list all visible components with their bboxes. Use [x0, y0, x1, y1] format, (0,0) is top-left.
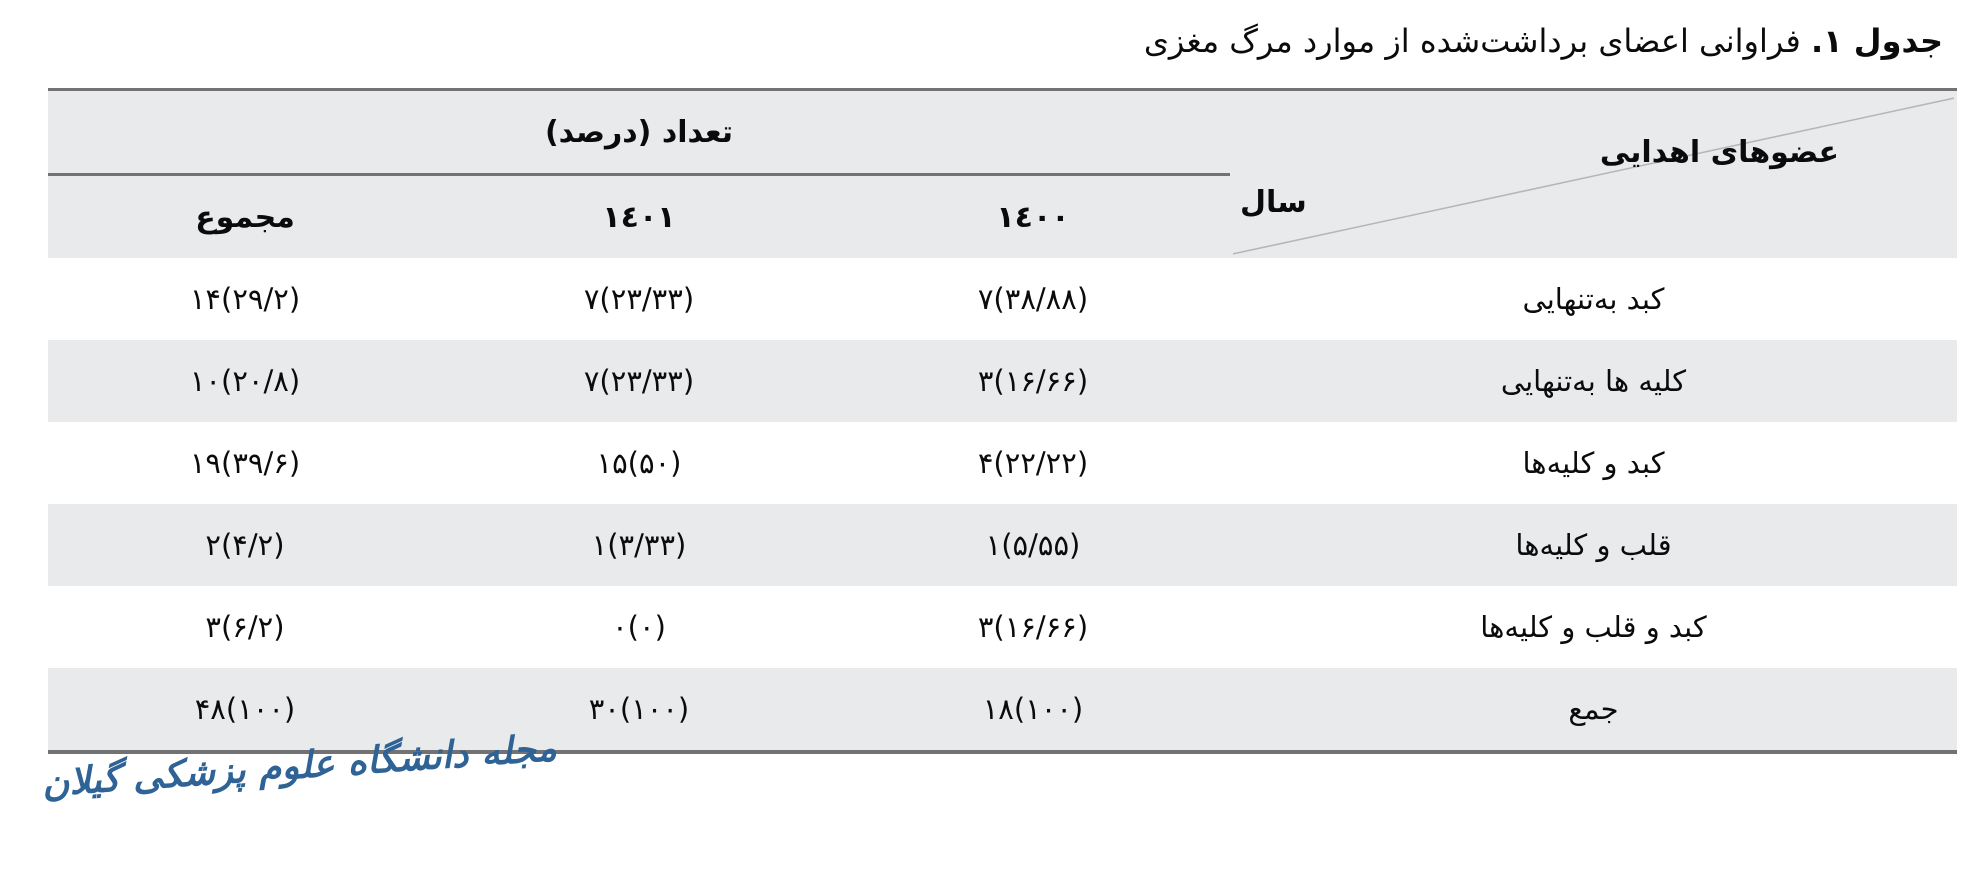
- corner-header-cell: عضوهای اهدایی سال: [1230, 89, 1957, 258]
- table-row: کبد و قلب و کلیه‌ها ۳(۱۶/۶۶) ۰(۰) ۳(۶/۲): [48, 586, 1957, 668]
- cell-total: ۳(۶/۲): [48, 586, 442, 668]
- cell-1400: ۱۸(۱۰۰): [836, 668, 1230, 752]
- table-row: قلب و کلیه‌ها ۱(۵/۵۵) ۱(۳/۳۳) ۲(۴/۲): [48, 504, 1957, 586]
- col-header-1401: ١٤٠١: [442, 174, 836, 258]
- table-caption: جدول ۱. فراوانی اعضای برداشت‌شده از موار…: [1144, 22, 1943, 60]
- cell-1401: ۱۵(۵۰): [442, 422, 836, 504]
- table-row: کبد به‌تنهایی ۷(۳۸/۸۸) ۷(۲۳/۳۳) ۱۴(۲۹/۲): [48, 258, 1957, 340]
- table-row-total: جمع ۱۸(۱۰۰) ۳۰(۱۰۰) ۴۸(۱۰۰): [48, 668, 1957, 752]
- corner-rows-label: عضوهای اهدایی: [1599, 135, 1839, 170]
- cell-1401: ۷(۲۳/۳۳): [442, 258, 836, 340]
- col-header-1400: ١٤٠٠: [836, 174, 1230, 258]
- cell-1401: ۱(۳/۳۳): [442, 504, 836, 586]
- cell-total: ۱۰(۲۰/۸): [48, 340, 442, 422]
- cell-total: ۲(۴/۲): [48, 504, 442, 586]
- row-label: قلب و کلیه‌ها: [1230, 504, 1957, 586]
- cell-total: ۴۸(۱۰۰): [48, 668, 442, 752]
- row-label: جمع: [1230, 668, 1957, 752]
- frequency-table-container: عضوهای اهدایی سال تعداد (درصد) ١٤٠٠ ١٤٠١…: [48, 88, 1957, 754]
- corner-cols-label: سال: [1240, 185, 1307, 220]
- cell-1400: ۴(۲۲/۲۲): [836, 422, 1230, 504]
- table-row: کبد و کلیه‌ها ۴(۲۲/۲۲) ۱۵(۵۰) ۱۹(۳۹/۶): [48, 422, 1957, 504]
- frequency-table: عضوهای اهدایی سال تعداد (درصد) ١٤٠٠ ١٤٠١…: [48, 88, 1957, 754]
- col-header-total: مجموع: [48, 174, 442, 258]
- cell-1400: ۷(۳۸/۸۸): [836, 258, 1230, 340]
- cell-total: ۱۹(۳۹/۶): [48, 422, 442, 504]
- cell-1401: ۳۰(۱۰۰): [442, 668, 836, 752]
- cell-1400: ۳(۱۶/۶۶): [836, 340, 1230, 422]
- row-label: کلیه ها به‌تنهایی: [1230, 340, 1957, 422]
- cell-1400: ۳(۱۶/۶۶): [836, 586, 1230, 668]
- row-label: کبد و قلب و کلیه‌ها: [1230, 586, 1957, 668]
- cell-total: ۱۴(۲۹/۲): [48, 258, 442, 340]
- table-caption-text: فراوانی اعضای برداشت‌شده از موارد مرگ مغ…: [1143, 22, 1801, 60]
- row-label: کبد به‌تنهایی: [1230, 258, 1957, 340]
- diagonal-divider-line: [1232, 97, 1955, 255]
- cell-1401: ۷(۲۳/۳۳): [442, 340, 836, 422]
- row-label: کبد و کلیه‌ها: [1230, 422, 1957, 504]
- table-caption-number: جدول ۱.: [1810, 22, 1943, 60]
- cell-1400: ۱(۵/۵۵): [836, 504, 1230, 586]
- group-header-count-percent: تعداد (درصد): [48, 89, 1230, 176]
- table-row: کلیه ها به‌تنهایی ۳(۱۶/۶۶) ۷(۲۳/۳۳) ۱۰(۲…: [48, 340, 1957, 422]
- cell-1401: ۰(۰): [442, 586, 836, 668]
